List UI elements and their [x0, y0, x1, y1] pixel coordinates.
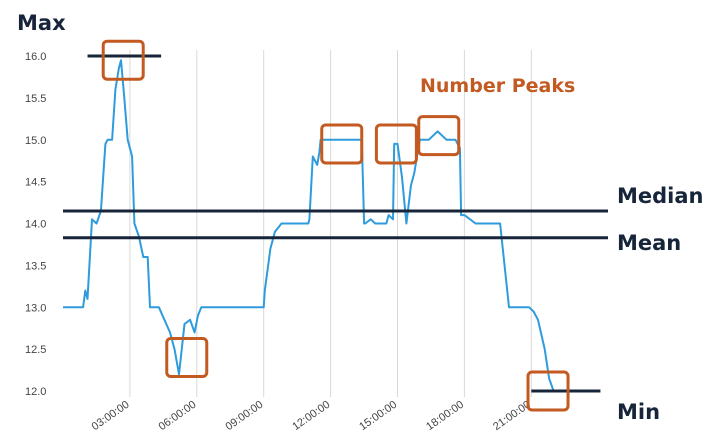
- y-tick-label: 16.0: [25, 51, 46, 63]
- median-label: Median: [617, 184, 704, 208]
- peaks-label: Number Peaks: [420, 75, 575, 97]
- y-tick-label: 12.0: [25, 386, 46, 398]
- peak-box: [526, 370, 570, 412]
- x-tick-label: 09:00:00: [223, 399, 265, 433]
- min-label: Min: [617, 400, 660, 424]
- x-tick-label: 18:00:00: [424, 399, 466, 433]
- y-tick-label: 14.5: [25, 177, 46, 189]
- y-tick-label: 13.5: [25, 260, 46, 272]
- peak-box: [417, 115, 461, 157]
- mean-label: Mean: [617, 231, 681, 255]
- y-tick-label: 15.0: [25, 135, 46, 147]
- peak-box: [320, 123, 364, 165]
- y-tick-label: 12.5: [25, 344, 46, 356]
- x-tick-label: 15:00:00: [357, 399, 399, 433]
- peak-box: [374, 123, 418, 165]
- y-tick-label: 15.5: [25, 93, 46, 105]
- y-tick-label: 13.0: [25, 302, 46, 314]
- x-tick-label: 03:00:00: [90, 399, 132, 433]
- peak-markers: [101, 39, 570, 412]
- reference-lines: [63, 54, 608, 393]
- x-axis-ticks: 03:00:00 06:00:00 09:00:00 12:00:00 15:00:00…: [90, 399, 533, 433]
- y-tick-label: 14.0: [25, 219, 46, 231]
- gridlines: [129, 50, 532, 397]
- peak-box: [101, 39, 145, 81]
- x-tick-label: 12:00:00: [290, 399, 332, 433]
- max-label: Max: [17, 11, 66, 35]
- y-axis-ticks: 16.0 15.5 15.0 14.5 14.0 13.5 13.0 12.5 12.0: [25, 51, 46, 398]
- peak-box: [165, 337, 209, 378]
- series-line: [63, 59, 555, 392]
- x-tick-label: 06:00:00: [157, 399, 199, 433]
